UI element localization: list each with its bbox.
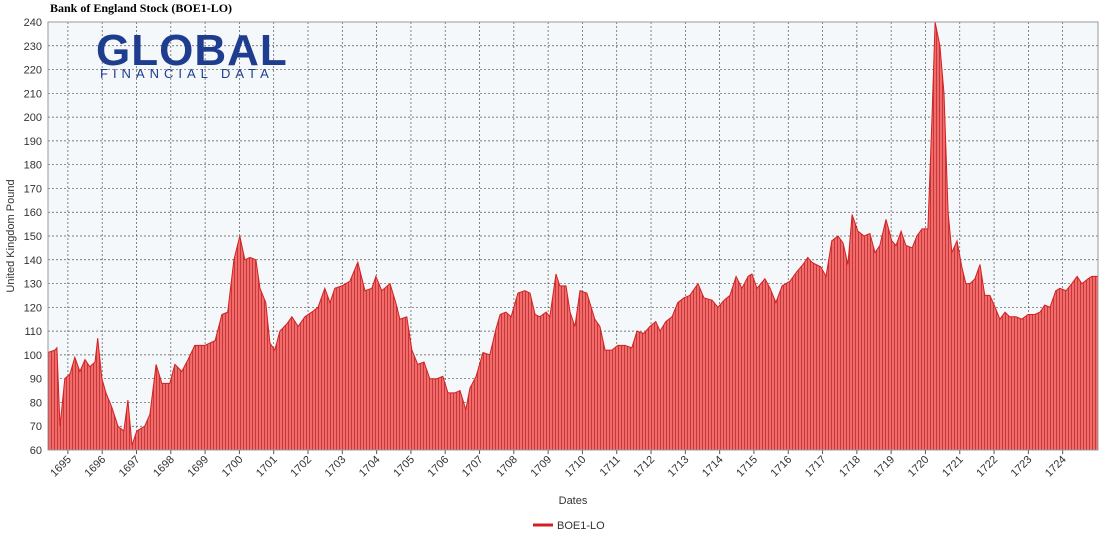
y-tick-label: 120 bbox=[24, 302, 42, 314]
x-tick-label: 1715 bbox=[734, 454, 760, 480]
logo-tagline: FINANCIAL DATA bbox=[100, 66, 274, 81]
y-tick-label: 170 bbox=[24, 183, 42, 195]
x-tick-label: 1697 bbox=[117, 454, 143, 480]
y-axis-label: United Kingdom Pound bbox=[5, 179, 17, 292]
y-tick-label: 100 bbox=[24, 350, 42, 362]
chart-title: Bank of England Stock (BOE1-LO) bbox=[50, 1, 232, 15]
y-tick-label: 190 bbox=[24, 136, 42, 148]
x-tick-label: 1723 bbox=[1009, 454, 1035, 480]
area-line bbox=[47, 21, 1098, 446]
x-tick-label: 1713 bbox=[666, 454, 692, 480]
legend-label: BOE1-LO bbox=[557, 520, 605, 532]
x-tick-label: 1700 bbox=[220, 454, 246, 480]
y-tick-label: 140 bbox=[24, 255, 42, 267]
x-tick-label: 1703 bbox=[323, 454, 349, 480]
y-tick-label: 110 bbox=[24, 326, 42, 338]
y-tick-label: 180 bbox=[24, 160, 42, 172]
x-tick-label: 1712 bbox=[631, 454, 657, 480]
y-tick-label: 130 bbox=[24, 279, 42, 291]
x-tick-label: 1707 bbox=[460, 454, 486, 480]
x-tick-label: 1709 bbox=[528, 454, 554, 480]
x-tick-label: 1706 bbox=[426, 454, 452, 480]
y-tick-label: 240 bbox=[24, 17, 42, 29]
plot-border bbox=[47, 21, 1099, 451]
y-tick-label: 70 bbox=[30, 421, 42, 433]
x-tick-label: 1714 bbox=[700, 454, 726, 480]
y-tick-label: 90 bbox=[30, 374, 42, 386]
x-tick-label: 1724 bbox=[1043, 454, 1069, 480]
y-tick-label: 80 bbox=[30, 397, 42, 409]
x-tick-label: 1695 bbox=[48, 454, 74, 480]
x-tick-label: 1710 bbox=[563, 454, 589, 480]
x-tick-label: 1708 bbox=[494, 454, 520, 480]
x-tick-label: 1720 bbox=[906, 454, 932, 480]
x-tick-label: 1699 bbox=[185, 454, 211, 480]
y-tick-label: 160 bbox=[24, 207, 42, 219]
y-tick-label: 210 bbox=[24, 88, 42, 100]
logo-name: GLOBAL bbox=[96, 26, 288, 75]
x-tick-label: 1704 bbox=[357, 454, 383, 480]
x-tick-label: 1722 bbox=[974, 454, 1000, 480]
area-fill bbox=[48, 22, 1098, 450]
x-tick-label: 1716 bbox=[769, 454, 795, 480]
x-tick-label: 1701 bbox=[254, 454, 280, 480]
y-tick-label: 150 bbox=[24, 231, 42, 243]
x-tick-label: 1698 bbox=[151, 454, 177, 480]
x-axis-label: Dates bbox=[559, 495, 588, 507]
y-tick-label: 220 bbox=[24, 65, 42, 77]
y-tick-label: 60 bbox=[30, 445, 42, 457]
x-tick-label: 1721 bbox=[940, 454, 966, 480]
x-tick-label: 1719 bbox=[871, 454, 897, 480]
x-tick-label: 1711 bbox=[598, 454, 623, 479]
y-tick-label: 200 bbox=[24, 112, 42, 124]
y-tick-label: 230 bbox=[24, 41, 42, 53]
x-tick-label: 1718 bbox=[837, 454, 863, 480]
x-tick-label: 1717 bbox=[803, 454, 829, 480]
x-tick-label: 1696 bbox=[83, 454, 109, 480]
x-tick-label: 1702 bbox=[288, 454, 314, 480]
x-tick-label: 1705 bbox=[391, 454, 417, 480]
